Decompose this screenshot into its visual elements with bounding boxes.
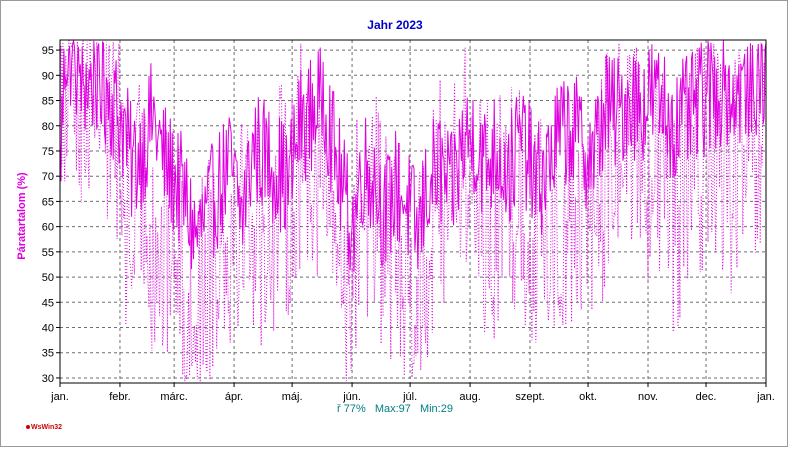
x-tick-label: aug. [459, 391, 480, 403]
y-tick-label: 95 [42, 45, 54, 57]
series-line-dotted [59, 39, 767, 383]
x-tick-label: dec. [696, 391, 717, 403]
x-tick-label: jan. [50, 391, 69, 403]
y-tick-label: 30 [42, 373, 54, 385]
x-tick-label: márc. [160, 391, 188, 403]
x-tick-label: ápr. [225, 391, 243, 403]
watermark-text: WsWin32 [31, 424, 63, 431]
y-tick-label: 35 [42, 348, 54, 360]
x-tick-label: okt. [579, 391, 597, 403]
y-tick-label: 80 [42, 121, 54, 133]
plot-border [59, 39, 767, 384]
x-tick-label: jan. [756, 391, 775, 403]
y-tick-label: 75 [42, 146, 54, 158]
avg-label: ř 77% [337, 403, 366, 415]
series-line-solid [59, 40, 767, 273]
stats-line: ř 77% Max:97 Min:29 [0, 403, 790, 415]
x-tick-label: szept. [515, 391, 544, 403]
x-tick-label: jún. [342, 391, 361, 403]
grid-lines [60, 40, 766, 383]
watermark: WsWin32 [26, 424, 62, 431]
y-tick-label: 60 [42, 222, 54, 234]
watermark-dot-icon [26, 425, 30, 430]
axis-ticks: 30 35 40 45 50 55 60 65 70 75 80 85 90 95 jan. febr. már… [42, 45, 775, 403]
x-tick-label: máj. [282, 391, 303, 403]
y-tick-label: 90 [42, 70, 54, 82]
y-tick-label: 40 [42, 323, 54, 335]
max-label: Max:97 [374, 403, 411, 415]
y-tick-label: 65 [42, 196, 54, 208]
y-tick-label: 85 [42, 96, 54, 108]
x-tick-label: júl. [402, 391, 417, 403]
y-tick-label: 50 [42, 272, 54, 284]
y-tick-label: 70 [42, 171, 54, 183]
series-lines [59, 39, 767, 383]
min-label: Min:29 [419, 403, 453, 415]
x-tick-label: nov. [638, 391, 658, 403]
y-tick-label: 55 [42, 247, 54, 259]
chart-title: Jahr 2023 [367, 18, 423, 32]
y-tick-label: 45 [42, 297, 54, 309]
x-tick-label: febr. [109, 391, 130, 403]
